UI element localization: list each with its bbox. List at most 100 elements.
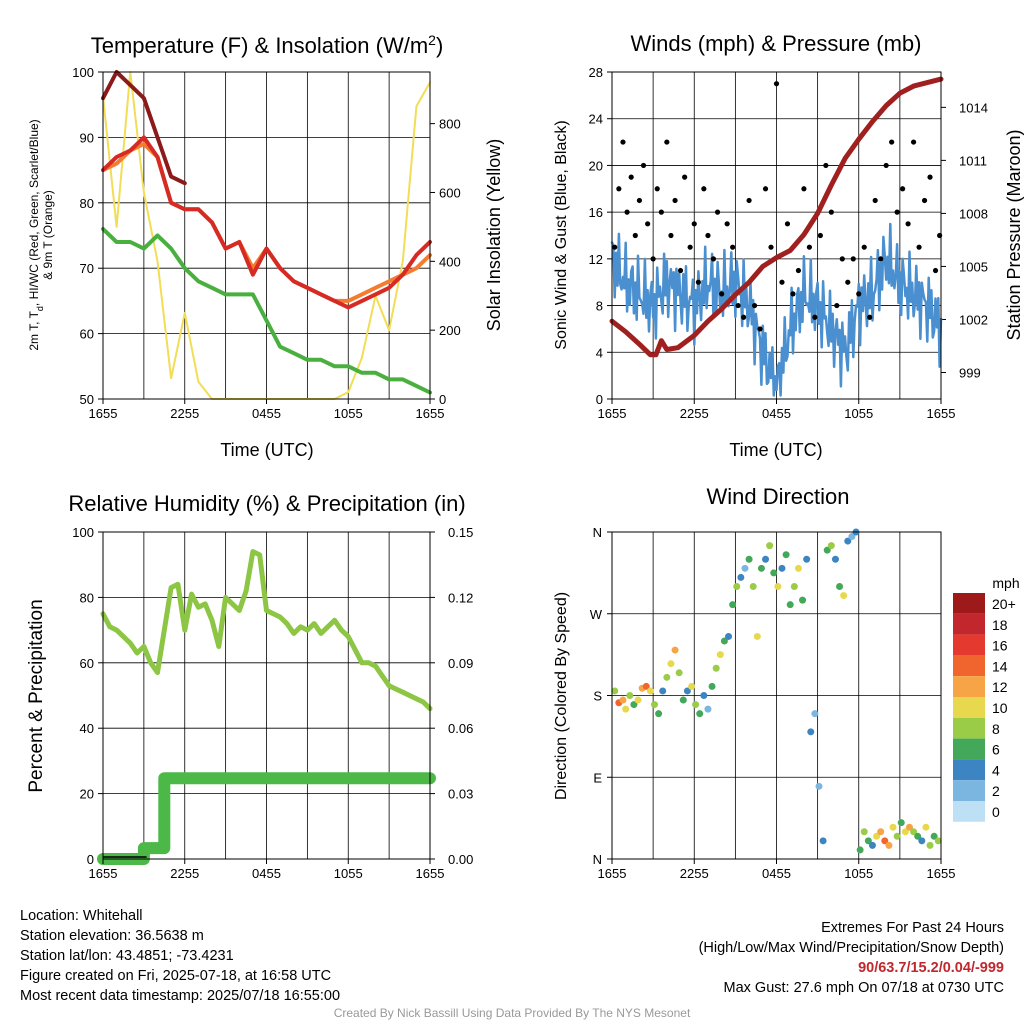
direction-point xyxy=(885,841,893,849)
direction-point xyxy=(893,832,901,840)
direction-point xyxy=(712,664,720,672)
direction-point xyxy=(868,841,876,849)
precip-ytick-label: 0.00 xyxy=(448,852,473,867)
insolation-ytick-label: 600 xyxy=(439,185,461,200)
winds-xtick-label: 1655 xyxy=(598,406,627,421)
speed-legend-label: 12 xyxy=(992,679,1008,695)
winds-xtick-label: 1055 xyxy=(844,406,873,421)
humidity-ytick-label: 100 xyxy=(72,525,94,540)
direction-point xyxy=(650,701,658,709)
direction-point xyxy=(725,632,733,640)
direction-point xyxy=(877,828,885,836)
winds-chart-title: Winds (mph) & Pressure (mb) xyxy=(631,31,922,56)
direction-point xyxy=(737,573,745,581)
winds-ytick-label: 28 xyxy=(589,65,603,80)
direction-point xyxy=(704,705,712,713)
speed-legend-label: 20+ xyxy=(992,596,1016,612)
direction-point xyxy=(815,782,823,790)
humidity-line xyxy=(100,549,433,712)
direction-point xyxy=(716,651,724,659)
direction-point xyxy=(762,555,770,563)
gust-point xyxy=(616,186,622,192)
gust-point xyxy=(762,186,769,192)
direction-point xyxy=(729,601,737,609)
dewpoint-line xyxy=(101,227,432,395)
winds-ytick-label: 16 xyxy=(589,205,603,220)
direction-point xyxy=(757,564,765,572)
station-info: Location: Whitehall Station elevation: 3… xyxy=(20,906,340,1006)
direction-point xyxy=(897,819,905,827)
gust-point xyxy=(682,174,688,180)
gust-point xyxy=(773,81,780,87)
speed-legend-label: 0 xyxy=(992,804,1000,820)
latlon-text: Station lat/lon: 43.4851; -73.4231 xyxy=(20,948,234,964)
speed-legend-swatch xyxy=(953,697,985,718)
gust-point xyxy=(878,256,884,262)
winds-xtick-label: 0455 xyxy=(762,406,791,421)
max-gust-text: Max Gust: 27.6 mph On 07/18 at 0730 UTC xyxy=(723,980,1004,996)
temperature-xlabel: Time (UTC) xyxy=(220,440,313,460)
gust-point xyxy=(921,197,928,204)
speed-legend-label: 10 xyxy=(992,700,1008,716)
gust-point xyxy=(757,326,763,332)
direction-point xyxy=(655,710,663,718)
temp-2m-line xyxy=(101,135,432,310)
insolation-ytick-label: 0 xyxy=(439,392,446,407)
gust-point xyxy=(735,302,741,309)
winds-ytick-label: 12 xyxy=(589,252,603,267)
gust-point xyxy=(768,244,774,250)
winds-ytick-label: 0 xyxy=(596,392,603,407)
gust-point xyxy=(779,279,785,285)
direction-point xyxy=(840,592,848,600)
speed-legend-swatch xyxy=(953,738,985,760)
speed-legend-swatch xyxy=(953,593,985,614)
direction-point xyxy=(881,837,889,845)
temperature-ytick-label: 60 xyxy=(80,327,94,342)
direction-point xyxy=(642,682,650,690)
precip-ytick-label: 0.12 xyxy=(448,590,473,605)
direction-point xyxy=(675,669,683,677)
gust-point xyxy=(834,302,840,309)
direction-point xyxy=(679,696,687,704)
gust-point xyxy=(795,267,802,274)
gust-point xyxy=(714,209,721,215)
direction-point xyxy=(901,828,909,836)
direction-point xyxy=(905,823,913,831)
gust-point xyxy=(677,267,684,274)
humidity-ytick-label: 0 xyxy=(87,852,94,867)
winds-xlabel: Time (UTC) xyxy=(729,440,822,460)
temperature-ytick-label: 70 xyxy=(80,261,94,276)
direction-point xyxy=(860,828,868,836)
direction-point xyxy=(823,546,831,554)
gust-point xyxy=(872,197,878,204)
humidity-chart-title: Relative Humidity (%) & Precipitation (i… xyxy=(68,491,465,516)
winds-ytick-label: 20 xyxy=(589,158,603,173)
direction-point xyxy=(611,687,619,695)
direction-point xyxy=(836,583,844,590)
gust-point xyxy=(817,232,823,239)
direction-xtick-label: 1055 xyxy=(844,866,873,881)
speed-legend-label: 2 xyxy=(992,783,1000,799)
direction-point xyxy=(622,705,630,713)
temperature-ytick-label: 50 xyxy=(80,392,94,407)
direction-point xyxy=(807,728,815,736)
direction-point xyxy=(688,682,696,690)
gust-point xyxy=(801,186,807,192)
direction-point xyxy=(914,832,922,840)
extremes-values: 90/63.7/15.2/0.04/-999 xyxy=(858,960,1004,976)
humidity-xtick-label: 2255 xyxy=(170,866,199,881)
speed-legend-swatch xyxy=(953,717,985,739)
humidity-ytick-label: 20 xyxy=(80,787,94,802)
temperature-ytick-label: 100 xyxy=(72,65,94,80)
pressure-ytick-label: 999 xyxy=(959,365,981,380)
gust-point xyxy=(636,197,643,204)
created-text: Figure created on Fri, 2025-07-18, at 16… xyxy=(20,968,332,984)
direction-point xyxy=(646,687,654,695)
location-text: Location: Whitehall xyxy=(20,908,143,924)
direction-point xyxy=(745,555,753,563)
recent-data-text: Most recent data timestamp: 2025/07/18 1… xyxy=(20,988,341,1004)
pressure-line xyxy=(609,76,944,358)
gust-point xyxy=(672,197,678,204)
direction-point xyxy=(720,637,728,645)
direction-point xyxy=(910,828,918,836)
